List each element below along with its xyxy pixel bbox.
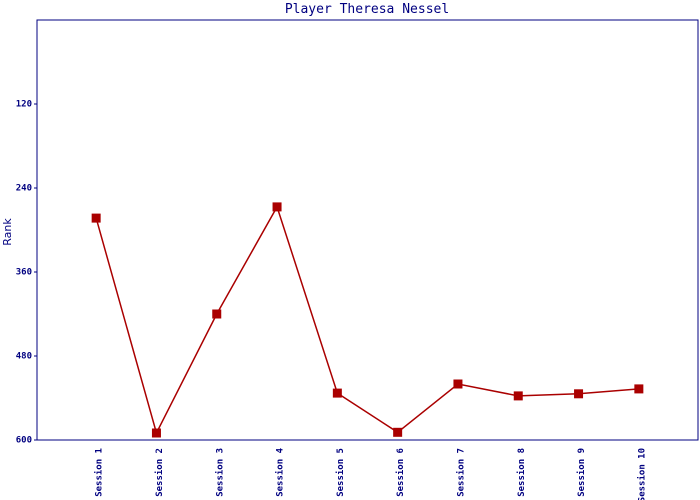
point-marker xyxy=(332,388,342,398)
y-tick-label: 600 xyxy=(16,436,32,446)
y-axis-label: Rank xyxy=(1,218,14,246)
x-tick-label: Session 8 xyxy=(516,448,527,497)
x-tick-label: Session 3 xyxy=(214,448,225,497)
point-marker xyxy=(453,379,463,389)
x-tick-label: Session 10 xyxy=(636,448,647,500)
point-marker xyxy=(634,384,644,394)
point-marker xyxy=(91,213,101,223)
series-line xyxy=(95,205,639,436)
point-marker xyxy=(212,309,222,319)
point-marker xyxy=(513,391,523,401)
point-marker xyxy=(272,202,282,212)
x-tick-label: Session 2 xyxy=(154,448,165,497)
x-tick-label: Session 1 xyxy=(94,448,105,497)
point-marker xyxy=(574,389,584,399)
y-tick-label: 120 xyxy=(16,100,32,110)
y-tick-label: 360 xyxy=(16,268,32,278)
plot-frame xyxy=(36,19,699,441)
y-tick-label: 480 xyxy=(16,352,32,362)
point-marker xyxy=(393,427,403,437)
x-tick-label: Session 5 xyxy=(335,448,346,497)
x-tick-label: Session 4 xyxy=(275,447,286,496)
y-tick-label: 240 xyxy=(16,184,32,194)
point-marker xyxy=(151,428,161,438)
x-tick-label: Session 7 xyxy=(455,448,466,497)
chart-title: Player Theresa Nessel xyxy=(285,2,449,17)
x-tick-label: Session 9 xyxy=(576,448,587,497)
x-tick-label: Session 6 xyxy=(395,448,406,497)
